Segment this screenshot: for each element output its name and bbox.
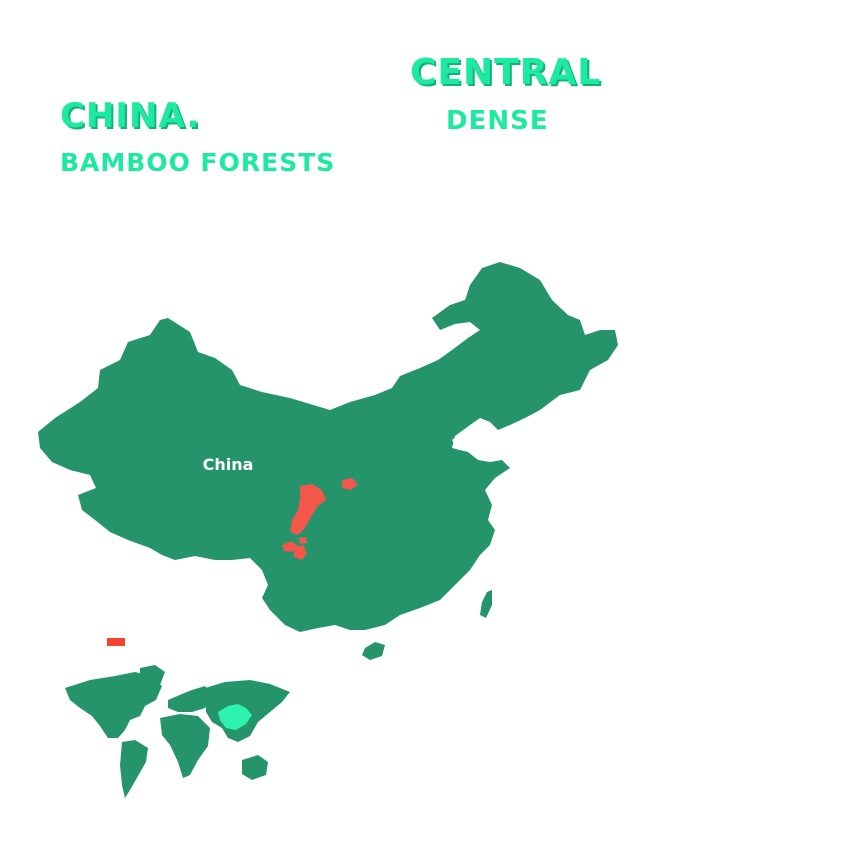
country-label: China [203, 455, 254, 474]
south-america [120, 740, 148, 798]
bamboo-forest-area [299, 537, 307, 544]
china-landmass [38, 262, 618, 632]
taiwan-island [480, 590, 492, 618]
world-inset-map [65, 665, 290, 798]
africa [160, 714, 210, 778]
legend-swatch [107, 638, 125, 646]
inset-china-highlight [218, 704, 252, 730]
topic-subtitle: BAMBOO FORESTS [60, 148, 336, 177]
country-title: CHINA. [60, 96, 201, 136]
north-america [65, 672, 162, 738]
bamboo-forest-area [290, 484, 326, 535]
bohai-sea [452, 420, 492, 450]
bamboo-forest-areas [282, 478, 358, 560]
australia [242, 755, 268, 780]
region-title: CENTRAL [410, 52, 602, 93]
greenland [140, 665, 165, 690]
hainan-island [362, 642, 385, 660]
bamboo-forest-area [342, 478, 358, 490]
bamboo-forest-area [294, 545, 307, 560]
europe [168, 686, 212, 712]
density-subtitle: DENSE [446, 106, 549, 136]
